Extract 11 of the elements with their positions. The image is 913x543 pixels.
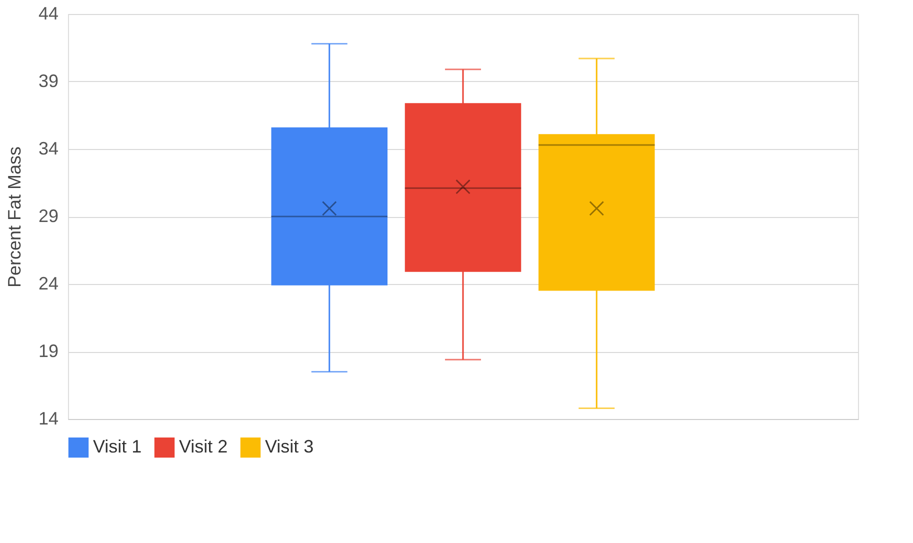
legend-label: Visit 2 xyxy=(179,436,228,457)
y-tick-label: 24 xyxy=(38,274,58,294)
y-axis-title: Percent Fat Mass xyxy=(4,146,24,288)
y-tick-label: 29 xyxy=(38,206,58,226)
y-tick-label: 39 xyxy=(38,71,58,91)
y-tick-label: 19 xyxy=(38,341,58,361)
y-tick-label: 44 xyxy=(38,4,58,24)
legend-label: Visit 1 xyxy=(93,436,142,457)
y-tick-label: 14 xyxy=(38,408,58,428)
legend-label: Visit 3 xyxy=(265,436,314,457)
y-tick-label: 34 xyxy=(38,138,58,158)
